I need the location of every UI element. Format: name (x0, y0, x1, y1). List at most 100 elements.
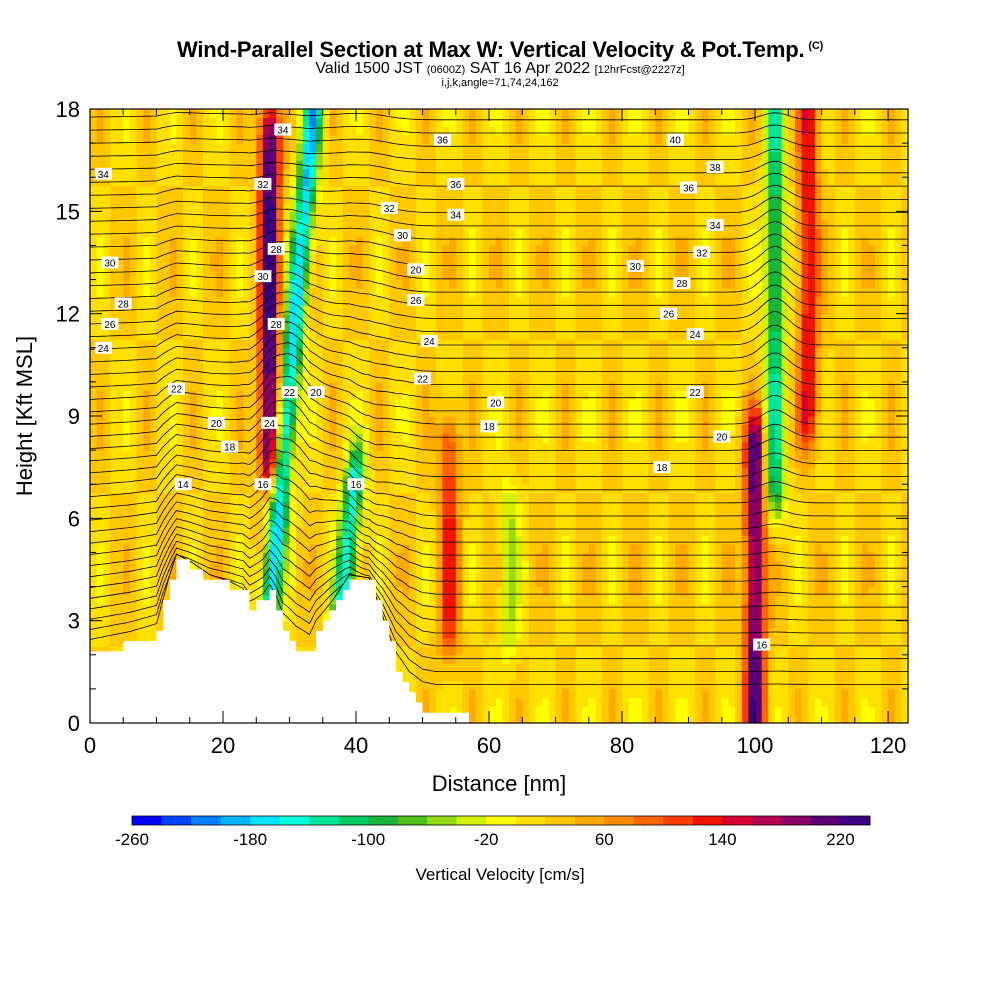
theta-label-text: 14 (178, 480, 190, 491)
theta-label-text: 32 (257, 180, 269, 191)
x-tick-label: 0 (84, 733, 96, 758)
theta-label: 34 (706, 218, 724, 232)
y-tick-label: 0 (68, 711, 80, 736)
theta-label: 24 (686, 328, 704, 341)
theta-contour-line (90, 508, 908, 582)
colorbar-swatch (279, 816, 310, 825)
theta-label: 22 (414, 372, 432, 385)
chart-title-text: Wind-Parallel Section at Max W: Vertical… (176, 37, 805, 62)
theta-contour-line (90, 540, 908, 634)
theta-label-bg (101, 256, 119, 269)
theta-label-bg (447, 208, 465, 221)
theta-label: 24 (94, 341, 112, 355)
theta-label: 22 (167, 382, 185, 396)
theta-label-bg (480, 420, 498, 433)
theta-label-text: 22 (284, 388, 296, 399)
theta-contour-line (90, 291, 908, 333)
theta-label-bg (254, 478, 272, 491)
theta-contour-line (90, 497, 908, 569)
theta-label: 18 (480, 420, 498, 433)
theta-label-bg (626, 259, 644, 272)
theta-contour-line (90, 208, 908, 227)
theta-label-bg (114, 297, 132, 310)
theta-label-bg (221, 440, 239, 453)
theta-contour-line (90, 230, 908, 253)
colorbar-swatch (722, 816, 753, 825)
theta-contour-line (90, 461, 908, 530)
theta-label-bg (433, 133, 451, 146)
theta-label-bg (254, 270, 272, 283)
theta-label-text: 20 (490, 398, 502, 409)
theta-contour-line (90, 533, 908, 621)
theta-contour-line (90, 449, 908, 517)
colorbar: -260 -180 -100 -20 60 140 220 (115, 815, 871, 849)
theta-label-text: 40 (670, 136, 682, 147)
theta-contour-line (90, 281, 908, 319)
theta-label-text: 20 (410, 265, 422, 276)
theta-contour-line (90, 436, 908, 504)
theta-label: 18 (221, 440, 239, 454)
colorbar-swatch (191, 816, 221, 825)
theta-label-text: 24 (264, 419, 276, 430)
theta-label-bg (407, 294, 425, 307)
theta-label: 20 (407, 263, 425, 276)
colorbar-swatch (397, 816, 428, 825)
colorbar-tick-label: 60 (595, 830, 614, 849)
theta-label-text: 24 (424, 337, 436, 348)
colorbar-swatch (486, 816, 517, 825)
theta-label: 16 (347, 478, 365, 491)
theta-label-bg (660, 307, 678, 320)
theta-label-bg (706, 218, 724, 231)
theta-label-text: 30 (257, 272, 269, 283)
colorbar-swatch (781, 816, 812, 825)
theta-contour-line (90, 399, 908, 464)
theta-label: 34 (447, 208, 465, 222)
colorbar-swatch (692, 816, 723, 825)
theta-contour-line (90, 148, 908, 160)
colorbar-swatch (633, 816, 664, 825)
colorbar-tick-label: -180 (233, 830, 267, 849)
chart-title: Wind-Parallel Section at Max W: Vertical… (0, 37, 1000, 63)
theta-label-bg (347, 478, 365, 491)
theta-label: 28 (267, 242, 285, 256)
theta-label: 34 (274, 123, 292, 136)
theta-contour-line (90, 474, 908, 543)
theta-label-bg (673, 276, 691, 289)
y-tick-label: 18 (56, 97, 80, 122)
theta-contour-line (90, 136, 908, 147)
theta-label: 34 (94, 167, 112, 181)
theta-label-text: 32 (696, 248, 708, 259)
theta-label-text: 34 (98, 170, 110, 181)
colorbar-swatch (456, 816, 487, 825)
theta-contour-line (90, 240, 908, 266)
theta-label-bg (666, 133, 684, 146)
x-tick-label: 20 (211, 733, 235, 758)
y-tick-label: 15 (56, 199, 80, 224)
theta-label-text: 22 (417, 374, 429, 385)
theta-label: 20 (713, 430, 731, 443)
theta-label-text: 38 (710, 163, 722, 174)
theta-label-text: 30 (104, 259, 116, 270)
theta-label: 20 (487, 396, 505, 409)
subtitle-utc-time: (0600Z) (426, 64, 466, 76)
colorbar-swatch (840, 816, 871, 825)
theta-contour-line (90, 353, 908, 412)
colorbar-swatch (751, 816, 782, 825)
colorbar-tick-label: -20 (474, 830, 499, 849)
theta-label-text: 22 (171, 385, 183, 396)
theta-label-text: 24 (98, 344, 110, 355)
theta-label: 30 (254, 270, 272, 283)
theta-label-bg (281, 386, 299, 399)
theta-label: 38 (706, 160, 724, 174)
theta-contour-line (90, 301, 908, 346)
theta-label: 36 (680, 181, 698, 194)
theta-label-bg (261, 416, 279, 429)
colorbar-tick-label: -260 (115, 830, 149, 849)
theta-contour-line (90, 261, 908, 293)
theta-label-text: 18 (483, 422, 495, 433)
subtitle-indices: i,j,k,angle=71,74,24,162 (441, 77, 559, 89)
theta-label-bg (94, 341, 112, 354)
theta-label: 24 (420, 334, 438, 348)
colorbar-tick-label: 140 (708, 830, 736, 849)
